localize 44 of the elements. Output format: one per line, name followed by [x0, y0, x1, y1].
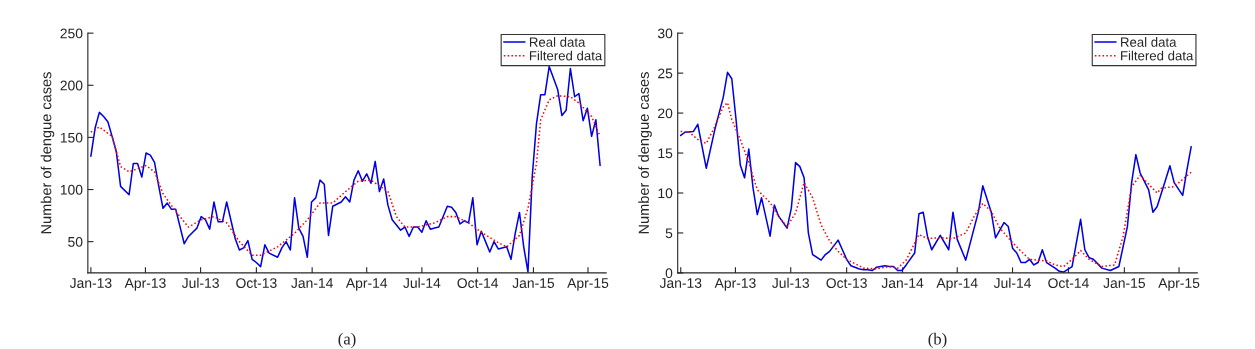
text: (b)	[928, 332, 947, 348]
y-tick-label: 30	[657, 28, 673, 39]
x-tick-label: Jul-14	[403, 277, 441, 288]
x-tick-label: Apr-15	[567, 278, 609, 291]
x-tick-label: Jul-13	[181, 277, 219, 288]
line-series	[90, 94, 601, 256]
x-tick-label: Apr-14	[345, 278, 388, 291]
x-tick-label: Jan-15	[512, 278, 555, 288]
x-tick-label: Jan-14	[291, 278, 333, 288]
y-tick-label: 5	[665, 228, 673, 239]
y-tick-label: 15	[658, 148, 673, 159]
line-series	[90, 65, 601, 273]
legend-label: Filtered data	[1121, 50, 1194, 61]
y-tick-label: 150	[60, 132, 83, 143]
x-tick-label: Jan-15	[1103, 278, 1145, 288]
x-tick-label: Apr-13	[714, 278, 756, 291]
x-tick-label: Jul-14	[993, 277, 1032, 288]
y-axis-title: Number of dengue cases	[638, 72, 652, 234]
x-tick-label: Apr-14	[936, 278, 978, 291]
y-axis-title: Number of dengue cases	[40, 72, 55, 234]
x-tick-label: Jan-14	[881, 278, 924, 288]
y-tick-label: 20	[658, 108, 673, 119]
y-tick-label: 25	[658, 68, 673, 79]
x-tick-label: Jul-13	[772, 277, 810, 288]
x-tick-label: Apr-13	[124, 278, 166, 291]
y-tick-label: 200	[60, 80, 83, 91]
text: (a)	[338, 332, 356, 348]
y-tick-label: 250	[60, 28, 83, 39]
legend-label: Real data	[529, 37, 586, 47]
y-tick-label: 10	[658, 188, 673, 199]
x-tick-label: Jan-13	[659, 278, 702, 288]
y-tick-label: 0	[665, 268, 673, 279]
y-tick-label: 50	[68, 236, 83, 247]
x-tick-label: Oct-13	[236, 278, 277, 288]
legend-label: Real data	[1121, 37, 1177, 47]
line-series	[679, 71, 1192, 273]
x-tick-label: Oct-14	[1048, 278, 1089, 288]
y-tick-label: 100	[60, 184, 83, 195]
line-series	[679, 101, 1192, 270]
x-tick-label: Oct-13	[826, 278, 867, 288]
legend-label: Filtered data	[529, 50, 603, 61]
x-tick-label: Jan-13	[69, 278, 112, 288]
x-tick-label: Apr-15	[1158, 278, 1200, 291]
x-tick-label: Oct-14	[457, 278, 499, 288]
